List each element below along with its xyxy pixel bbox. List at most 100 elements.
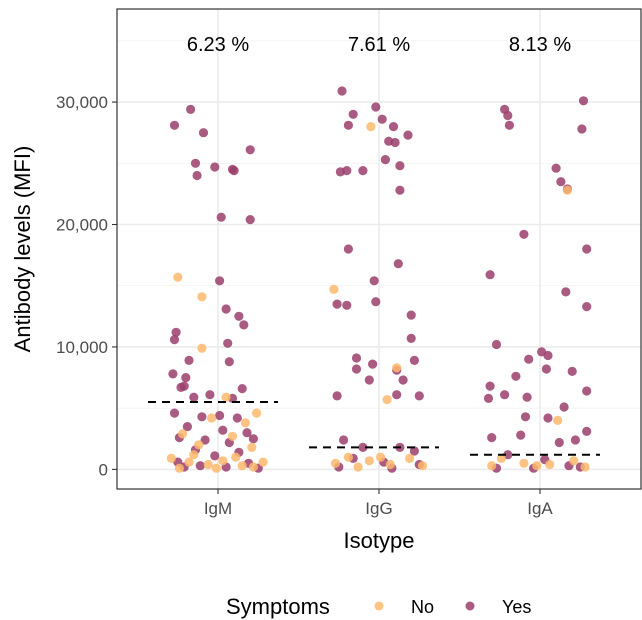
y-tick-label: 20,000 xyxy=(56,216,108,235)
data-point-no xyxy=(197,292,207,302)
grid-major xyxy=(117,9,641,489)
data-point-yes xyxy=(409,446,419,456)
data-point-no xyxy=(545,459,555,470)
data-point-no xyxy=(329,284,339,294)
data-point-no xyxy=(189,450,199,460)
data-point-yes xyxy=(215,410,225,421)
data-point-yes xyxy=(368,359,378,369)
data-point-no xyxy=(174,463,184,473)
data-point-yes xyxy=(197,412,207,422)
percentage-label: 8.13 % xyxy=(509,34,571,56)
data-point-yes xyxy=(554,437,564,448)
data-point-yes xyxy=(551,163,561,173)
data-point-no xyxy=(496,453,506,463)
data-point-yes xyxy=(351,353,362,363)
data-point-no xyxy=(376,452,386,462)
data-point-no xyxy=(385,459,395,470)
data-point-yes xyxy=(239,320,249,330)
data-point-yes xyxy=(168,369,178,379)
median-lines xyxy=(148,401,600,456)
data-point-no xyxy=(252,408,262,418)
legend-key-yes xyxy=(465,601,475,611)
data-point-yes xyxy=(171,327,181,337)
data-point-yes xyxy=(541,364,552,374)
data-point-no xyxy=(197,343,207,353)
percentage-label: 7.61 % xyxy=(348,34,410,56)
data-point-no xyxy=(247,442,257,452)
data-point-no xyxy=(173,272,183,282)
legend-label-no: No xyxy=(411,597,434,617)
data-point-yes xyxy=(543,413,553,423)
data-point-yes xyxy=(516,430,526,440)
data-point-no xyxy=(166,453,176,463)
data-point-yes xyxy=(582,386,592,396)
x-axis-ticks: IgM IgG IgA xyxy=(204,489,553,518)
data-point-yes xyxy=(332,299,342,309)
data-point-yes xyxy=(218,425,228,435)
data-point-yes xyxy=(559,402,569,412)
data-point-yes xyxy=(169,120,180,130)
percentage-label: 6.23 % xyxy=(187,34,249,56)
data-point-yes xyxy=(414,391,424,401)
data-point-no xyxy=(532,461,542,471)
legend-label-yes: Yes xyxy=(502,597,531,617)
data-point-yes xyxy=(504,120,514,130)
data-point-yes xyxy=(561,287,571,297)
data-point-yes xyxy=(582,244,592,254)
x-tick-label: IgG xyxy=(365,499,392,518)
data-point-yes xyxy=(232,413,242,423)
data-point-no xyxy=(227,431,238,441)
data-point-yes xyxy=(190,158,201,168)
data-point-yes xyxy=(216,212,226,222)
data-point-yes xyxy=(582,302,592,312)
data-point-yes xyxy=(578,96,589,106)
data-point-yes xyxy=(342,166,352,176)
data-point-no xyxy=(417,461,428,471)
data-point-yes xyxy=(403,130,413,140)
data-point-yes xyxy=(339,435,349,445)
data-point-yes xyxy=(567,366,577,376)
x-tick-label: IgM xyxy=(204,499,232,518)
data-point-no xyxy=(248,462,258,472)
data-point-yes xyxy=(215,276,225,286)
data-point-yes xyxy=(395,185,405,195)
data-point-yes xyxy=(358,166,368,176)
data-point-yes xyxy=(491,339,502,350)
data-point-no xyxy=(211,463,221,473)
data-point-yes xyxy=(582,426,592,436)
data-point-yes xyxy=(343,120,353,130)
data-point-yes xyxy=(332,391,342,401)
data-point-no xyxy=(218,456,228,466)
data-point-yes xyxy=(380,155,390,165)
data-point-no xyxy=(569,456,579,466)
data-point-yes xyxy=(393,259,403,269)
data-point-no xyxy=(519,458,529,468)
data-point-yes xyxy=(224,357,234,367)
data-points xyxy=(166,86,592,473)
data-point-yes xyxy=(245,145,255,155)
data-point-yes xyxy=(186,104,196,114)
data-point-no xyxy=(366,122,376,132)
data-point-yes xyxy=(522,392,532,402)
data-point-yes xyxy=(392,390,402,400)
data-point-no xyxy=(364,456,374,466)
data-point-yes xyxy=(205,390,215,400)
data-point-yes xyxy=(395,161,405,171)
data-point-yes xyxy=(242,428,252,438)
data-point-yes xyxy=(485,381,495,391)
legend: Symptoms No Yes xyxy=(226,594,531,619)
data-point-yes xyxy=(377,114,387,124)
data-point-yes xyxy=(390,137,400,148)
data-point-no xyxy=(178,429,188,439)
data-point-yes xyxy=(337,86,347,96)
x-axis-title: Isotype xyxy=(344,528,415,553)
data-point-yes xyxy=(200,435,210,445)
data-point-yes xyxy=(388,122,399,132)
data-point-yes xyxy=(181,373,191,383)
data-point-yes xyxy=(406,310,416,320)
data-point-yes xyxy=(406,333,416,343)
data-point-yes xyxy=(198,128,209,138)
data-point-no xyxy=(221,392,231,402)
data-point-no xyxy=(405,453,415,463)
